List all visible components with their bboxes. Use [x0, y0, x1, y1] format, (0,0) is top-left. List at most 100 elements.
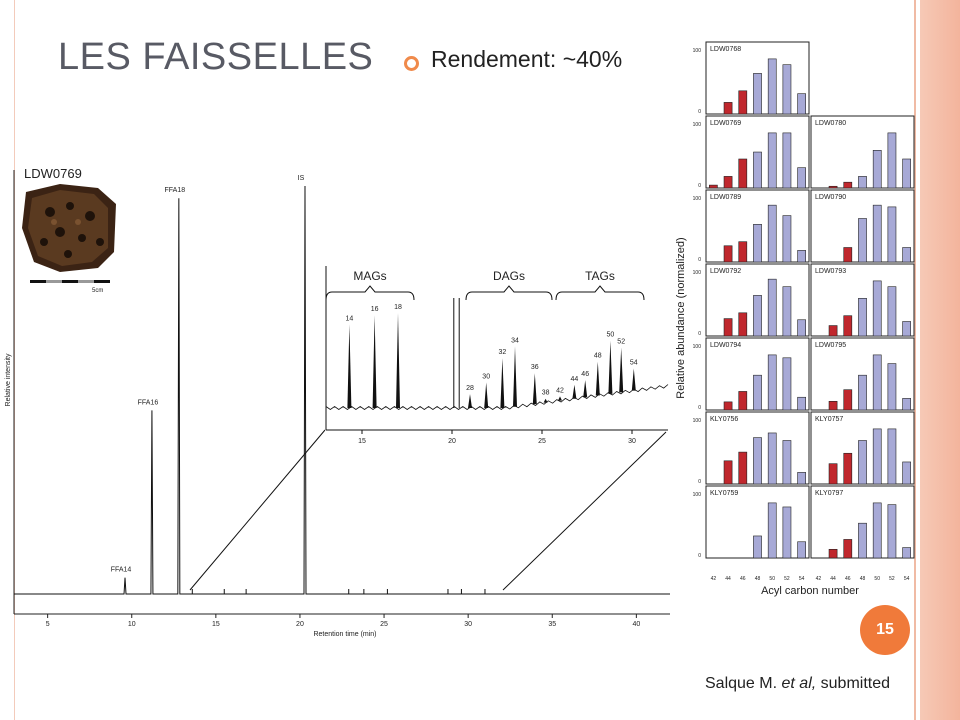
peak-label: IS [298, 175, 305, 182]
x-tick-label: 25 [380, 621, 388, 628]
inset-peak-label: 44 [571, 376, 579, 383]
panel-x-axis-label: Acyl carbon number [761, 585, 859, 597]
bar [782, 506, 792, 559]
zoom-line-right [502, 431, 667, 591]
bar [902, 247, 911, 263]
inset-peak [583, 380, 588, 398]
citation-status: submitted [820, 675, 891, 692]
panel-ytick-label: 100 [693, 196, 702, 202]
bar [872, 428, 882, 485]
bar [767, 204, 777, 263]
panel-label: KLY0759 [710, 490, 738, 497]
inset-peak [558, 396, 562, 401]
bar [828, 325, 838, 337]
bar [843, 181, 853, 189]
bar [858, 522, 867, 559]
inset-background [326, 266, 668, 430]
bar [887, 428, 897, 485]
inset-peak [500, 358, 505, 408]
group-brace [325, 285, 415, 301]
bar [797, 93, 806, 115]
yield-text: Rendement: ~40% [431, 46, 623, 72]
inset-peak [468, 394, 472, 408]
bar [828, 400, 838, 411]
inset-x-tick-label: 30 [628, 438, 636, 445]
peak-label: FFA18 [165, 187, 186, 194]
inset-x-tick-label: 20 [448, 438, 456, 445]
bar [843, 389, 853, 411]
panel-label: LDW0795 [815, 342, 846, 349]
inset-peak-label: 30 [482, 373, 490, 380]
bar [797, 319, 806, 337]
bar [782, 286, 792, 337]
bar [782, 440, 792, 485]
panel-frame [810, 115, 915, 189]
bar [887, 504, 897, 559]
bar [723, 460, 733, 485]
panel-xtick-label: 42 [711, 576, 717, 582]
panel-ytick-label: 100 [693, 418, 702, 424]
bar [858, 374, 867, 411]
panel-label: LDW0793 [815, 268, 846, 275]
panel-label: LDW0790 [815, 194, 846, 201]
inset-peak-label: 38 [542, 390, 550, 397]
bar [738, 241, 748, 263]
inset-peak-label: 28 [466, 385, 474, 392]
citation-author: Salque M. [705, 675, 778, 692]
x-tick-label: 10 [128, 621, 136, 628]
sample-label: LDW0769 [24, 166, 82, 181]
bar [887, 132, 897, 189]
panel-ytick-label: 0 [698, 257, 701, 263]
inset-x-tick-label: 25 [538, 438, 546, 445]
x-tick-label: 35 [548, 621, 556, 628]
bar [723, 102, 733, 115]
panel-label: LDW0794 [710, 342, 741, 349]
bar [843, 539, 853, 559]
y-axis-label: Relative intensity [5, 353, 12, 406]
bar [872, 502, 882, 559]
inset-peak-label: 34 [511, 338, 519, 345]
panel-ytick-label: 100 [693, 270, 702, 276]
bar [782, 215, 792, 263]
inset-peak [543, 398, 548, 403]
bar [858, 218, 867, 263]
bar [767, 278, 777, 337]
x-tick-label: 30 [464, 621, 472, 628]
inset-peak [372, 315, 377, 408]
zoom-line-left [189, 429, 326, 591]
panel-xtick-label: 54 [904, 576, 910, 582]
bar [753, 295, 762, 337]
inset-peak [513, 346, 517, 407]
bar [902, 321, 911, 337]
panel-xtick-label: 52 [889, 576, 895, 582]
panel-ytick-label: 0 [698, 109, 701, 115]
bar [887, 206, 897, 263]
chromatogram-trace [14, 185, 670, 595]
panel-ytick-label: 0 [698, 553, 701, 559]
panel-xtick-label: 52 [784, 576, 790, 582]
bar [828, 463, 838, 485]
bar [843, 247, 853, 263]
inset-peak [619, 347, 624, 393]
slide-title: LES FAISSELLES [58, 36, 374, 78]
bar [887, 363, 897, 411]
panel-xtick-label: 44 [830, 576, 836, 582]
bar [767, 58, 777, 115]
bar [723, 318, 733, 337]
bar [872, 354, 882, 411]
inset-peak [532, 373, 537, 405]
group-label: TAGs [585, 269, 615, 283]
panel-xtick-label: 48 [860, 576, 866, 582]
bar [723, 401, 733, 411]
peak-label: FFA14 [111, 567, 132, 574]
inset-x-tick-label: 15 [358, 438, 366, 445]
panel-ytick-label: 100 [693, 344, 702, 350]
bar [858, 440, 867, 485]
inset-peak-label: 52 [617, 339, 625, 346]
panel-label: LDW0768 [710, 46, 741, 53]
panel-label: KLY0797 [815, 490, 843, 497]
bar [872, 280, 882, 337]
panel-y-axis-label: Relative abundance (normalized) [675, 237, 687, 398]
bar [872, 204, 882, 263]
